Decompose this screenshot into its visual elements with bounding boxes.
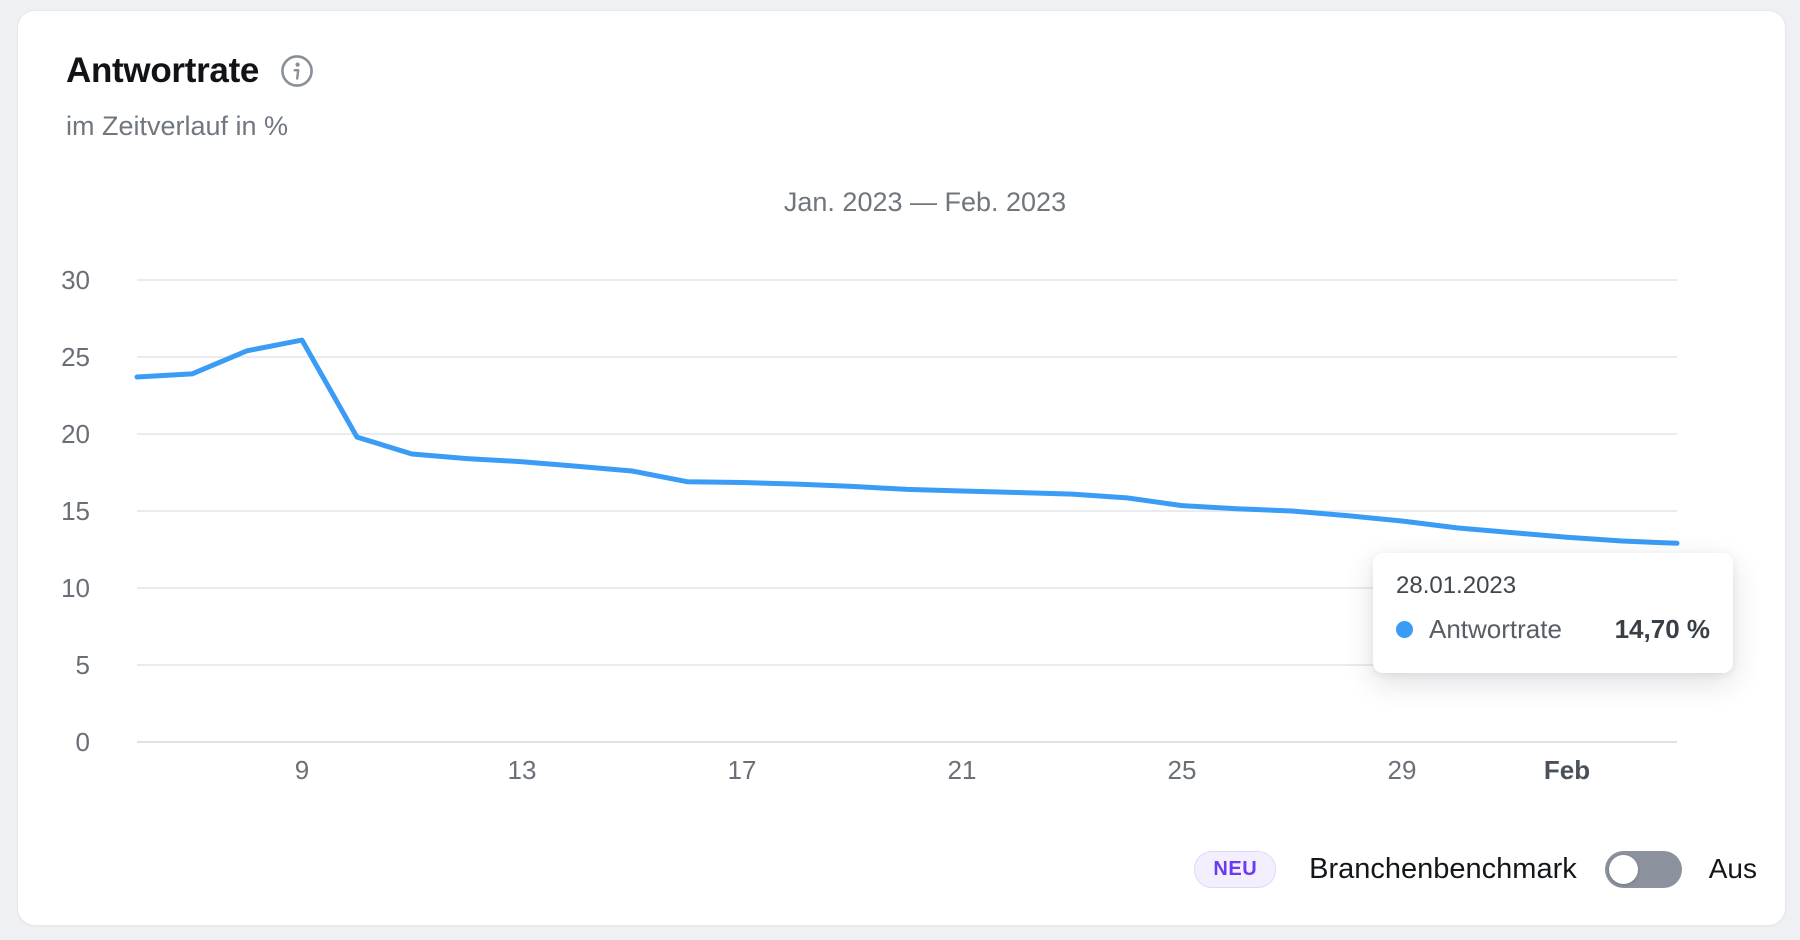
y-axis-tick: 15 (61, 496, 90, 526)
toggle-state-label: Aus (1708, 853, 1757, 884)
series-dot-icon (1396, 621, 1413, 638)
benchmark-controls: NEU Branchenbenchmark Aus (1194, 849, 1757, 889)
benchmark-toggle[interactable] (1604, 850, 1682, 888)
y-axis-tick: 10 (61, 573, 90, 603)
x-axis-tick: 29 (1388, 755, 1417, 785)
benchmark-label: Branchenbenchmark (1309, 852, 1577, 885)
x-axis-tick: 13 (508, 755, 537, 785)
x-axis-tick: Feb (1544, 755, 1590, 785)
x-axis-tick: 25 (1168, 755, 1197, 785)
x-axis-tick: 9 (295, 755, 309, 785)
x-axis-tick: 17 (728, 755, 757, 785)
x-axis-tick: 21 (948, 755, 977, 785)
y-axis-tick: 5 (76, 650, 90, 680)
antwortrate-card: Antwortrate im Zeitverlauf in % Jan. 202… (17, 10, 1786, 926)
chart-tooltip: 28.01.2023 Antwortrate 14,70 % (1373, 553, 1733, 673)
info-icon-glyph (281, 55, 314, 87)
card-header: Antwortrate (66, 51, 314, 91)
tooltip-series-label: Antwortrate (1429, 614, 1562, 644)
series-line-antwortrate[interactable] (134, 337, 1680, 546)
info-icon[interactable] (280, 54, 314, 88)
y-axis-tick: 25 (61, 342, 90, 372)
y-axis-tick: 30 (61, 265, 90, 295)
y-axis-tick: 0 (76, 727, 90, 757)
chart-date-range: Jan. 2023 — Feb. 2023 (783, 187, 1067, 217)
tooltip-series-row: Antwortrate 14,70 % (1396, 614, 1710, 645)
neu-badge: NEU (1194, 850, 1277, 888)
y-axis-tick: 20 (61, 419, 90, 449)
tooltip-value: 14,70 % (1614, 614, 1710, 644)
tooltip-date: 28.01.2023 (1396, 572, 1517, 599)
page-title: Antwortrate (66, 51, 260, 90)
card-subtitle: im Zeitverlauf in % (66, 111, 289, 141)
toggle-knob (1608, 854, 1638, 884)
